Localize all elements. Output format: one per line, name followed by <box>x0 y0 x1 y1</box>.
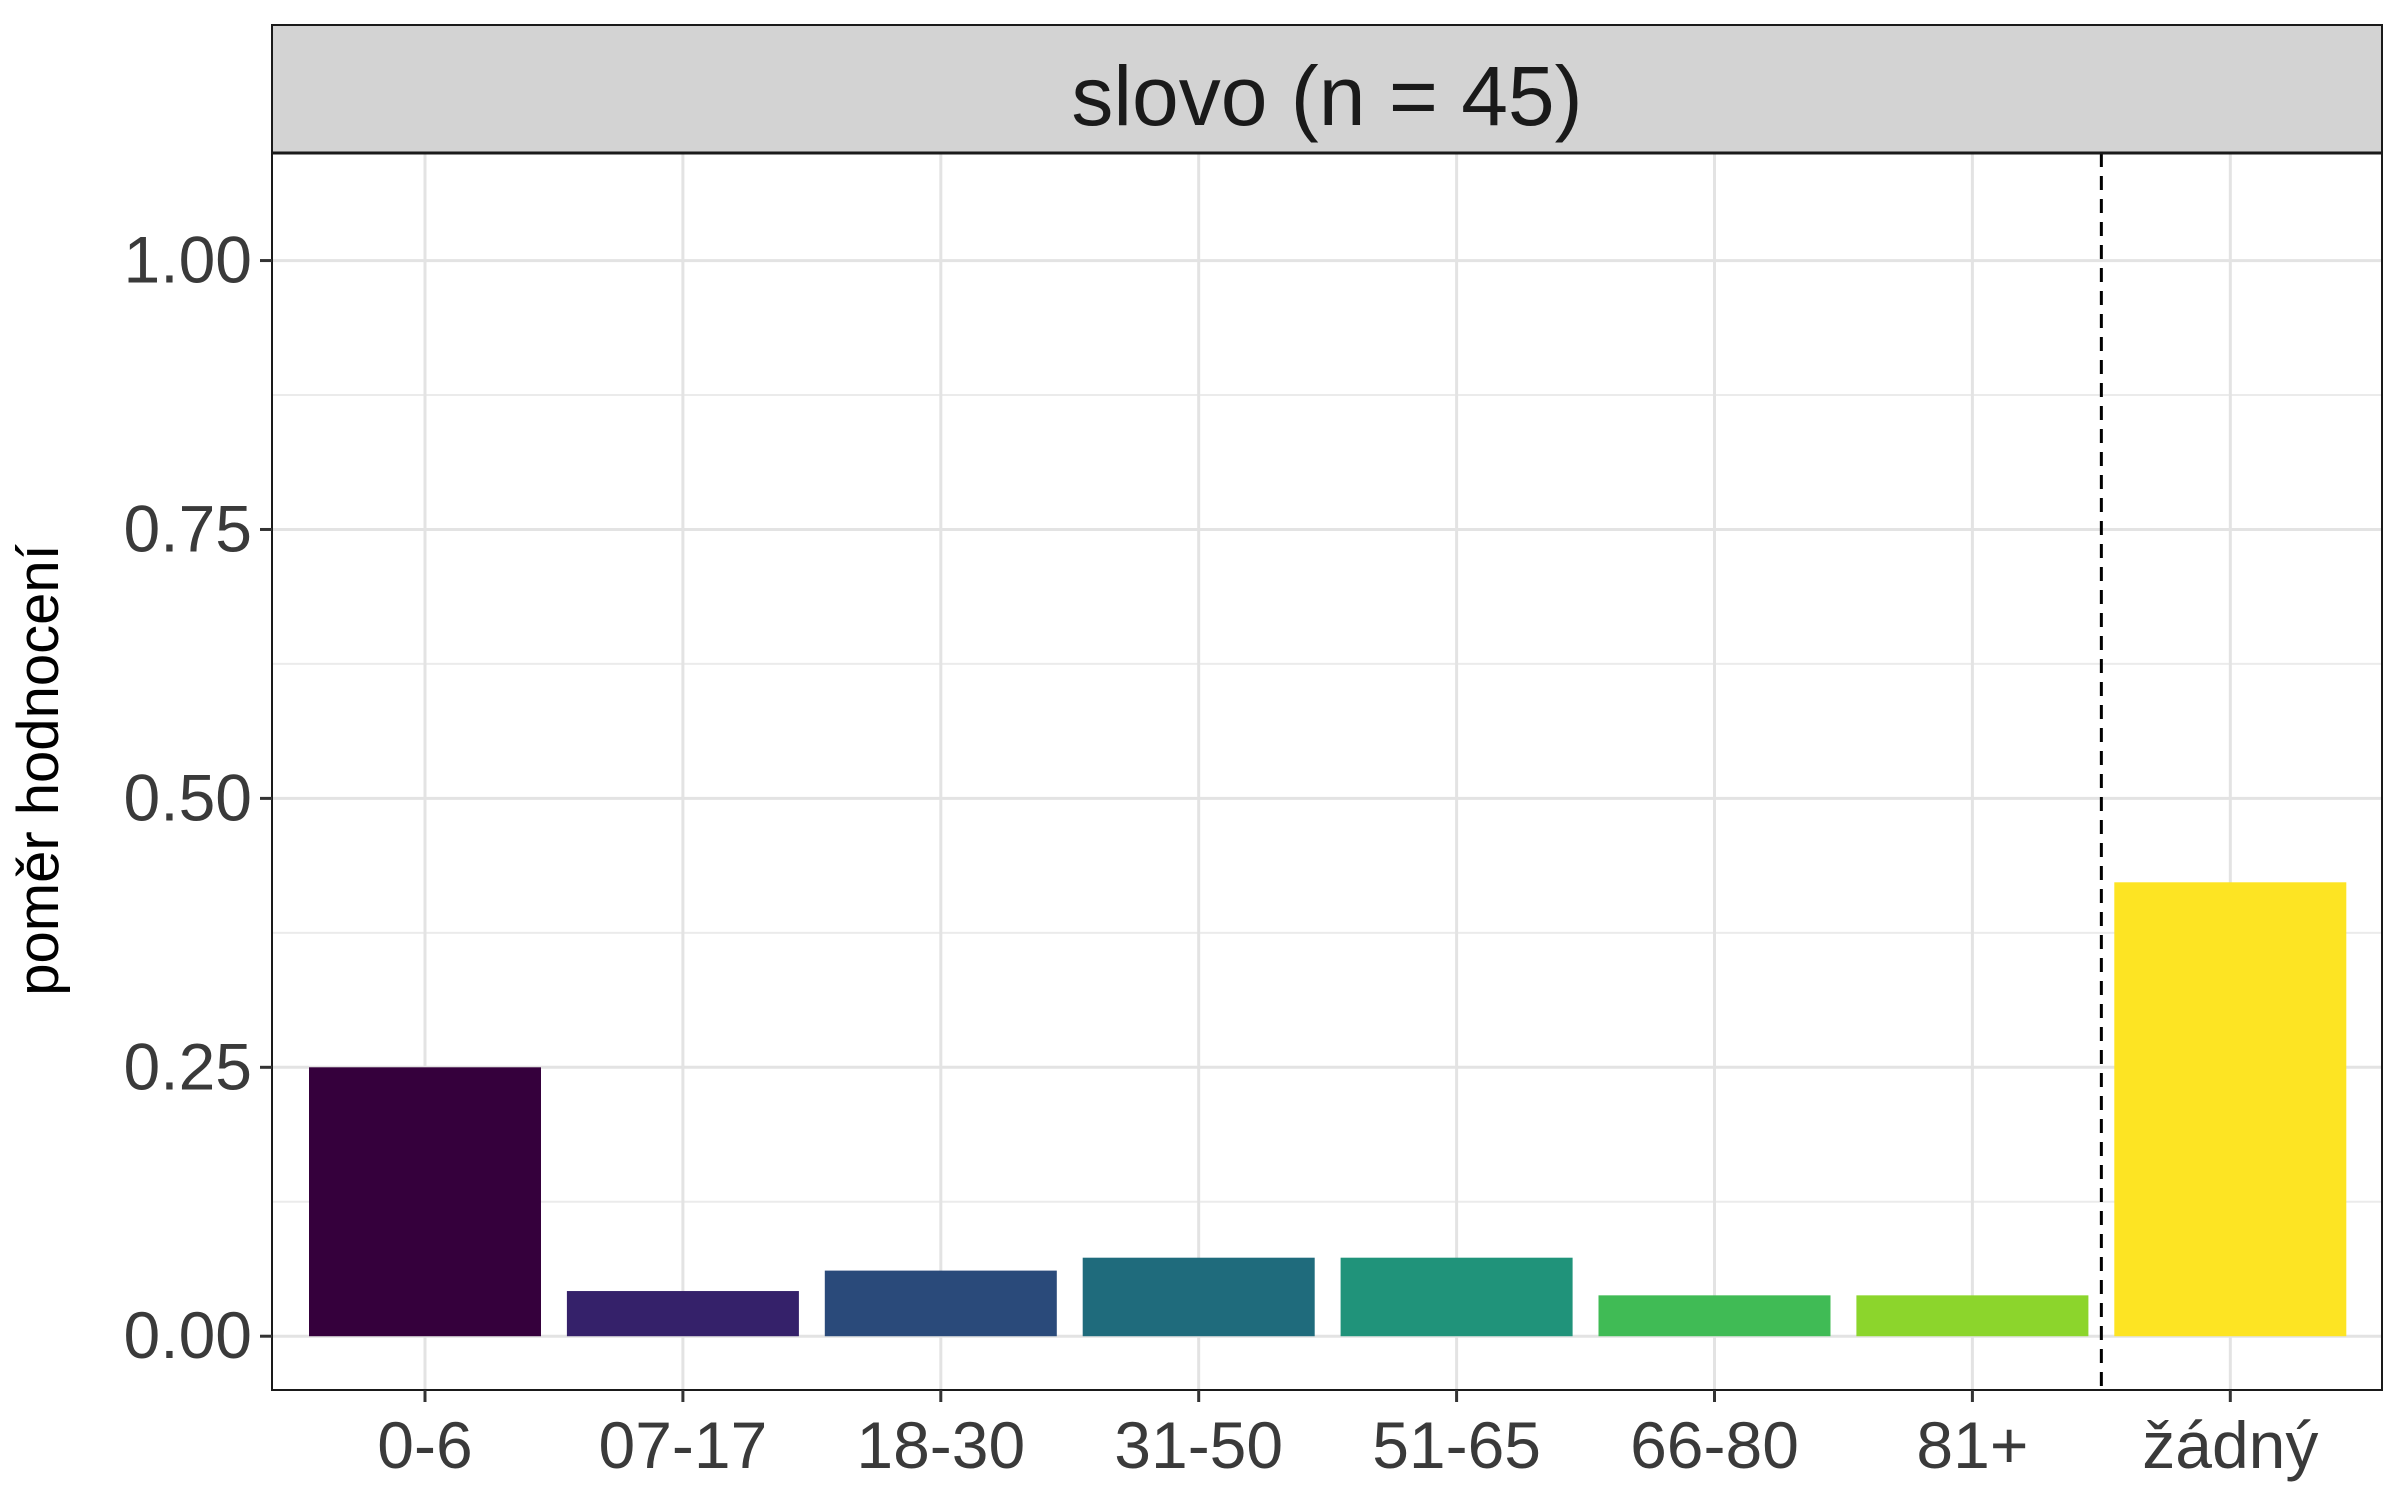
bar-51-65 <box>1340 1257 1573 1337</box>
panel-background <box>272 153 2382 1390</box>
bar-18-30 <box>824 1270 1057 1337</box>
x-tick-label: 18-30 <box>856 1408 1025 1482</box>
x-tick-label: žádný <box>2142 1408 2318 1482</box>
x-tick-label: 0-6 <box>377 1408 472 1482</box>
bar-81+ <box>1856 1295 2089 1337</box>
facet-strip-label: slovo (n = 45) <box>1071 49 1582 143</box>
bar-07-17 <box>566 1291 799 1337</box>
y-tick-label: 0.75 <box>124 491 252 565</box>
x-axis: 0-6 07-17 18-30 31-50 51-65 66-80 81+ žádný <box>377 1390 2318 1482</box>
x-tick-label: 51-65 <box>1372 1408 1541 1482</box>
grid-lines <box>272 153 2382 1390</box>
bars <box>309 882 2347 1337</box>
bar-0-6 <box>309 1067 541 1337</box>
bar-66-80 <box>1598 1295 1831 1337</box>
bar-žádný <box>2114 882 2347 1337</box>
y-tick-label: 0.25 <box>124 1029 252 1103</box>
bar-31-50 <box>1082 1257 1315 1337</box>
x-tick-label: 07-17 <box>598 1408 767 1482</box>
y-tick-label: 0.00 <box>124 1298 252 1372</box>
x-tick-label: 31-50 <box>1114 1408 1283 1482</box>
y-axis: 0.00 0.25 0.50 0.75 1.00 <box>124 223 272 1372</box>
y-axis-title: poměr hodnocení <box>6 544 71 995</box>
x-tick-label: 66-80 <box>1630 1408 1799 1482</box>
x-tick-label: 81+ <box>1916 1408 2028 1482</box>
y-tick-label: 0.50 <box>124 760 252 834</box>
facet-strip <box>271 24 2383 154</box>
y-tick-label: 1.00 <box>124 223 252 297</box>
